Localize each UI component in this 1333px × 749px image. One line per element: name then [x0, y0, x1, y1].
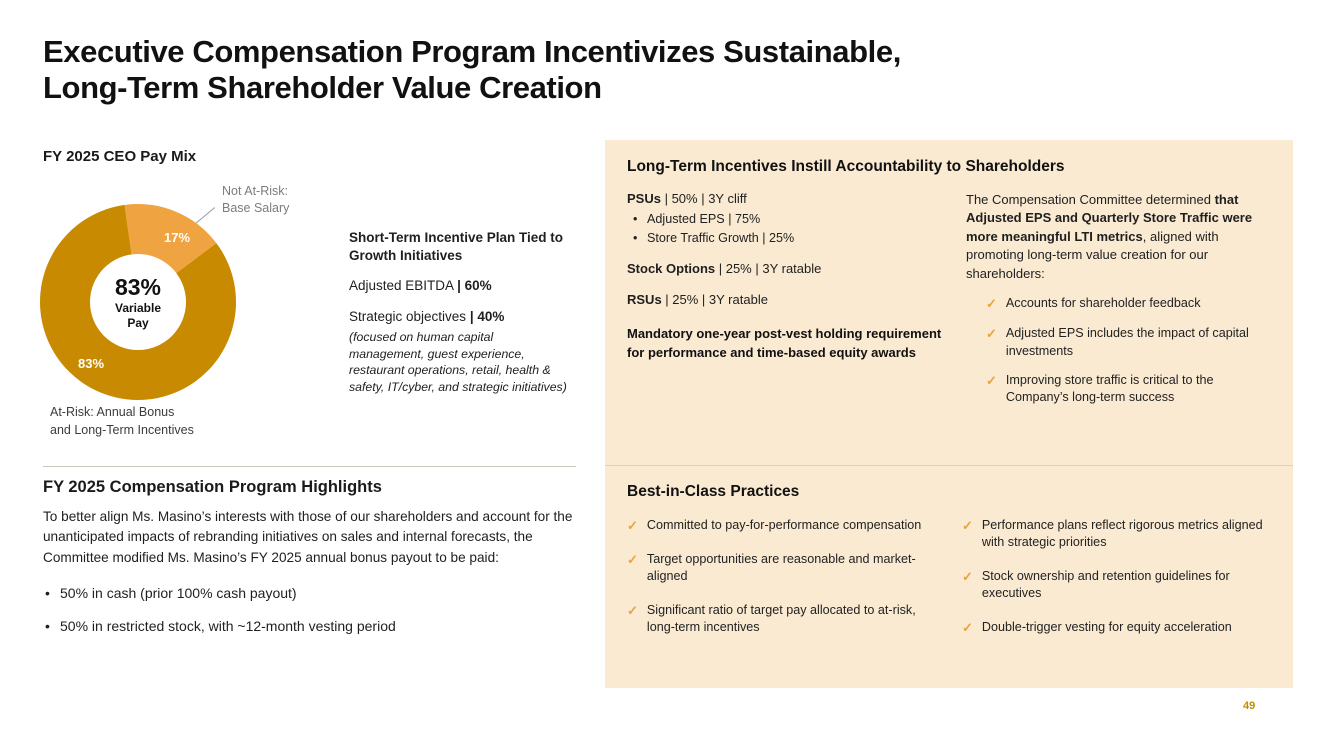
page-number: 49 [1243, 700, 1256, 712]
highlights-section: FY 2025 Compensation Program Highlights … [43, 478, 585, 634]
donut-center: 83% Variable Pay [90, 254, 186, 350]
lti-right-column: The Compensation Committee determined th… [966, 191, 1271, 419]
lti-options-line: Stock Options | 25% | 3Y ratable [627, 261, 952, 276]
not-at-risk-label: Not At-Risk: Base Salary [222, 184, 290, 215]
check-item-text: Performance plans reflect rigorous metri… [981, 518, 1263, 550]
check-item: ✓ Adjusted EPS includes the impact of ca… [986, 325, 1271, 360]
left-column-divider [43, 466, 576, 467]
best-practices-section: Best-in-Class Practices ✓ Committed to p… [605, 466, 1293, 668]
check-item-text: Accounts for shareholder feedback [1005, 296, 1201, 311]
check-item: ✓ Significant ratio of target pay alloca… [627, 602, 936, 637]
lti-heading: Long-Term Incentives Instill Accountabil… [627, 158, 1065, 175]
best-practices-heading: Best-in-Class Practices [627, 483, 800, 500]
highlights-heading: FY 2025 Compensation Program Highlights [43, 478, 382, 496]
pay-mix-heading: FY 2025 CEO Pay Mix [43, 148, 197, 165]
check-item: ✓ Accounts for shareholder feedback [986, 295, 1271, 313]
psu-bullet: Store Traffic Growth | 25% [633, 231, 952, 245]
checkmark-icon: ✓ [962, 619, 973, 635]
lti-psus-line: PSUs | 50% | 3Y cliff [627, 191, 952, 206]
stp-item-ebitda-value: | 60% [457, 278, 492, 294]
check-item-text: Improving store traffic is critical to t… [1005, 372, 1214, 405]
check-item-text: Committed to pay-for-performance compens… [646, 518, 922, 532]
psu-bullet-list: Adjusted EPS | 75% Store Traffic Growth … [633, 212, 952, 245]
at-risk-label: At-Risk: Annual Bonus and Long-Term Ince… [50, 405, 194, 437]
checkmark-icon: ✓ [962, 568, 973, 584]
slice-label-83: 83% [78, 356, 105, 371]
highlights-bullet: 50% in restricted stock, with ~12-month … [43, 618, 585, 634]
lti-check-list: ✓ Accounts for shareholder feedback ✓ Ad… [966, 295, 1271, 406]
committee-text-bold: that Adjusted EPS and Quarterly Store Tr… [966, 192, 1253, 244]
highlights-bullet: 50% in cash (prior 100% cash payout) [43, 585, 585, 601]
lti-section: Long-Term Incentives Instill Accountabil… [605, 140, 1293, 466]
checkmark-icon: ✓ [986, 372, 997, 388]
check-item-text: Adjusted EPS includes the impact of capi… [1005, 326, 1249, 358]
slice-label-17: 17% [164, 230, 191, 245]
lti-rsus-detail: | 25% | 3Y ratable [661, 292, 768, 307]
best-practices-grid: ✓ Committed to pay-for-performance compe… [627, 517, 1271, 652]
slide-title: Executive Compensation Program Incentivi… [43, 34, 901, 106]
check-item: ✓ Improving store traffic is critical to… [986, 372, 1271, 407]
lti-psus-detail: | 50% | 3Y cliff [660, 191, 747, 206]
checkmark-icon: ✓ [627, 518, 638, 533]
checkmark-icon: ✓ [627, 602, 638, 618]
check-item: ✓ Double-trigger vesting for equity acce… [962, 619, 1271, 637]
checkmark-icon: ✓ [962, 518, 973, 533]
stp-item-strategic-label: Strategic objectives [349, 309, 470, 325]
slide-title-line1: Executive Compensation Program Incentivi… [43, 34, 901, 69]
check-item: ✓ Stock ownership and retention guidelin… [962, 568, 1271, 603]
stp-strategic-note: (focused on human capital management, gu… [349, 329, 567, 395]
committee-text: The Compensation Committee determined [966, 192, 1215, 207]
ceo-pay-mix-chart: Not At-Risk: Base Salary 17% 83% 83% Var… [40, 180, 370, 448]
lti-psus-label: PSUs [627, 191, 661, 206]
best-practices-left-column: ✓ Committed to pay-for-performance compe… [627, 517, 936, 652]
lti-rsus-line: RSUs | 25% | 3Y ratable [627, 292, 952, 307]
committee-text: , aligned with promoting long-term value… [966, 228, 1219, 281]
slide-title-line2: Long-Term Shareholder Value Creation [43, 69, 602, 105]
check-item-text: Target opportunities are reasonable and … [646, 551, 916, 584]
checkmark-icon: ✓ [986, 296, 997, 312]
check-item-text: Double-trigger vesting for equity accele… [981, 619, 1232, 634]
committee-paragraph: The Compensation Committee determined th… [966, 191, 1271, 283]
lti-options-detail: | 25% | 3Y ratable [715, 261, 822, 276]
check-item: ✓ Performance plans reflect rigorous met… [962, 517, 1271, 552]
donut-chart: 17% 83% 83% Variable Pay [40, 204, 236, 400]
donut-center-value: 83% [114, 274, 162, 301]
checkmark-icon: ✓ [627, 551, 638, 567]
highlights-intro: To better align Ms. Masino’s interests w… [43, 509, 573, 565]
short-term-plan-section: Short-Term Incentive Plan Tied to Growth… [349, 229, 571, 396]
stp-item-ebitda-label: Adjusted EBITDA [349, 278, 458, 294]
stp-item-strategic-value: | 40% [469, 309, 505, 325]
lti-rsus-label: RSUs [627, 292, 662, 307]
lti-grid: PSUs | 50% | 3Y cliff Adjusted EPS | 75%… [627, 191, 1271, 419]
stp-item-strategic: Strategic objectives | 40% [349, 308, 571, 326]
check-item-text: Significant ratio of target pay allocate… [646, 602, 916, 635]
psu-bullet: Adjusted EPS | 75% [633, 212, 952, 226]
mandatory-holding-note: Mandatory one-year post-vest holding req… [627, 326, 942, 360]
short-term-plan-heading: Short-Term Incentive Plan Tied to Growth… [349, 230, 564, 263]
check-item: ✓ Target opportunities are reasonable an… [627, 551, 936, 586]
donut-center-caption: Variable Pay [114, 301, 162, 330]
check-item: ✓ Committed to pay-for-performance compe… [627, 517, 936, 535]
best-practices-right-column: ✓ Performance plans reflect rigorous met… [962, 517, 1271, 652]
check-item-text: Stock ownership and retention guidelines… [981, 568, 1230, 601]
stp-item-ebitda: Adjusted EBITDA | 60% [349, 277, 571, 295]
lti-panel: Long-Term Incentives Instill Accountabil… [605, 140, 1293, 688]
checkmark-icon: ✓ [986, 326, 997, 342]
lti-options-label: Stock Options [627, 261, 716, 276]
lti-left-column: PSUs | 50% | 3Y cliff Adjusted EPS | 75%… [627, 191, 952, 419]
